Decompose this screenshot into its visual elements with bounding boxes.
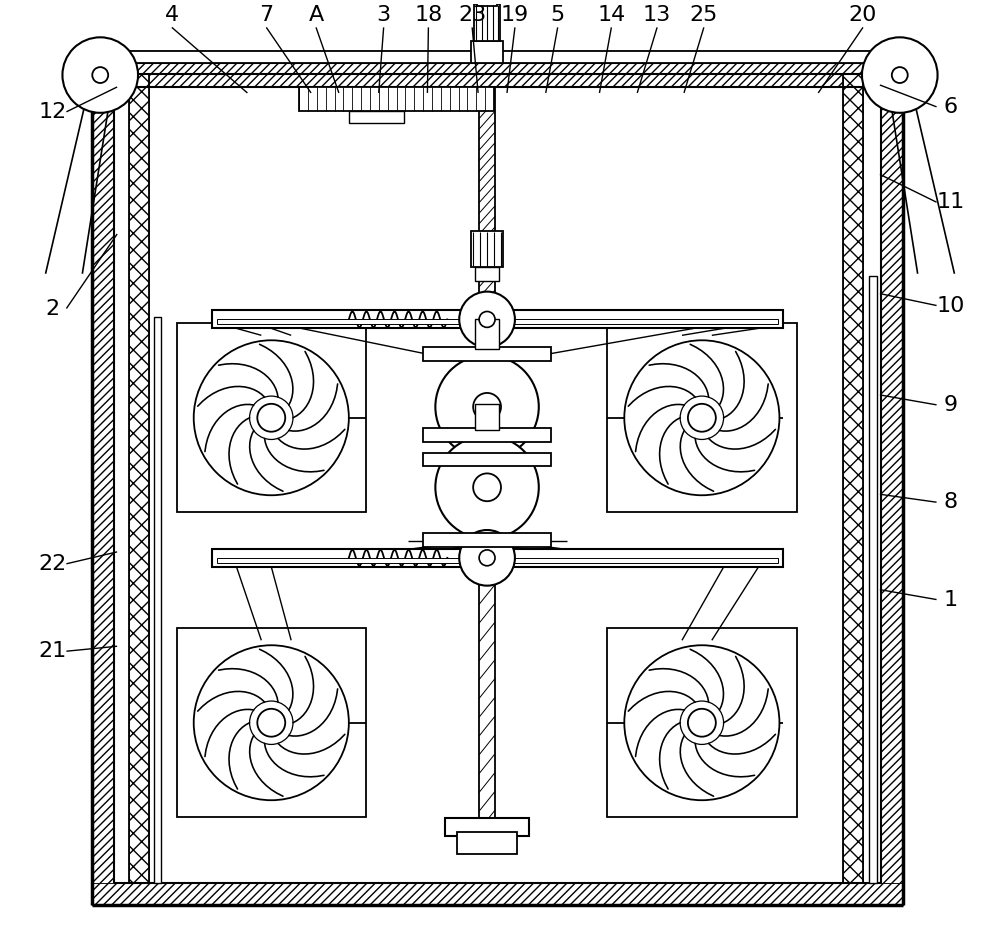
Bar — [843, 74, 863, 883]
Bar — [457, 832, 517, 854]
Bar — [607, 324, 797, 512]
Bar — [114, 63, 886, 87]
Bar — [423, 427, 551, 442]
Text: 13: 13 — [643, 6, 671, 26]
Text: 12: 12 — [38, 102, 67, 122]
Text: 7: 7 — [259, 6, 273, 26]
Text: 10: 10 — [936, 295, 965, 315]
Bar — [445, 818, 529, 836]
Bar — [607, 628, 797, 817]
Text: 1: 1 — [943, 589, 958, 609]
Bar — [423, 533, 551, 546]
Circle shape — [473, 473, 501, 501]
Circle shape — [250, 396, 293, 440]
Bar — [212, 549, 783, 566]
Bar — [154, 317, 161, 883]
Circle shape — [624, 340, 779, 495]
Circle shape — [688, 709, 716, 737]
Bar — [114, 63, 886, 87]
Bar — [881, 74, 903, 883]
Text: 25: 25 — [690, 6, 718, 26]
Bar — [177, 324, 366, 512]
Bar — [92, 883, 903, 904]
Circle shape — [250, 701, 293, 744]
Circle shape — [680, 701, 724, 744]
Circle shape — [473, 393, 501, 421]
Text: 23: 23 — [458, 6, 486, 26]
Text: 20: 20 — [849, 6, 877, 26]
Circle shape — [435, 436, 539, 539]
Text: 21: 21 — [38, 642, 67, 662]
Bar — [423, 347, 551, 361]
Text: 11: 11 — [936, 192, 965, 212]
Circle shape — [92, 67, 108, 83]
Bar — [843, 74, 863, 883]
Bar — [114, 52, 881, 74]
Bar — [423, 452, 551, 466]
Bar — [217, 320, 778, 325]
Circle shape — [194, 645, 349, 801]
Circle shape — [459, 530, 515, 585]
Circle shape — [624, 645, 779, 801]
Text: 8: 8 — [943, 492, 958, 512]
Bar — [471, 231, 503, 267]
Bar — [212, 310, 783, 328]
Text: 9: 9 — [943, 395, 958, 415]
Bar — [477, 0, 497, 6]
Text: 5: 5 — [551, 6, 565, 26]
Circle shape — [479, 550, 495, 565]
Bar — [479, 566, 495, 830]
Bar — [299, 87, 494, 110]
Bar — [349, 110, 404, 123]
Text: 6: 6 — [943, 97, 958, 117]
Text: 4: 4 — [165, 6, 179, 26]
Text: 2: 2 — [45, 299, 60, 319]
Circle shape — [680, 396, 724, 440]
Circle shape — [862, 37, 938, 112]
Circle shape — [435, 355, 539, 459]
Circle shape — [62, 37, 138, 112]
Bar — [129, 74, 149, 883]
Bar — [471, 41, 503, 63]
Bar — [474, 4, 500, 41]
Bar — [92, 74, 114, 883]
Bar — [177, 628, 366, 817]
Circle shape — [479, 311, 495, 327]
Bar — [479, 87, 495, 318]
Circle shape — [892, 67, 908, 83]
Bar — [475, 320, 499, 349]
Circle shape — [257, 404, 285, 431]
Bar — [869, 276, 877, 883]
Text: 14: 14 — [597, 6, 626, 26]
Bar — [217, 558, 778, 563]
Bar — [479, 466, 495, 537]
Circle shape — [194, 340, 349, 495]
Text: A: A — [308, 6, 324, 26]
Bar — [114, 51, 886, 63]
Text: 18: 18 — [414, 6, 443, 26]
Text: 19: 19 — [501, 6, 529, 26]
Circle shape — [257, 709, 285, 737]
Text: 22: 22 — [38, 554, 67, 574]
Bar — [475, 404, 499, 429]
Bar — [475, 267, 499, 281]
Bar — [129, 74, 149, 883]
Circle shape — [688, 404, 716, 431]
Text: 3: 3 — [377, 6, 391, 26]
Circle shape — [459, 291, 515, 347]
